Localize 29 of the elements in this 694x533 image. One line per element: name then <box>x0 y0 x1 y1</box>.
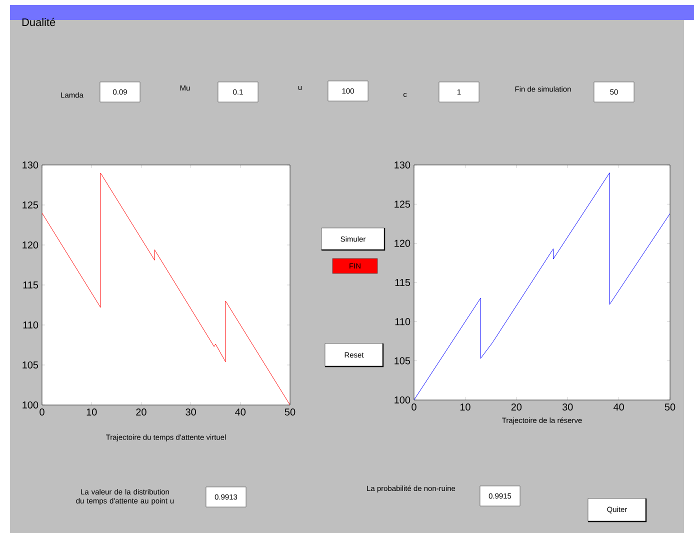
y-tick-label: 105 <box>22 361 38 369</box>
x-tick-label: 30 <box>562 404 573 411</box>
y-tick-label: 120 <box>394 240 410 247</box>
y-tick-label: 130 <box>22 161 38 169</box>
x-tick-label: 10 <box>460 404 470 411</box>
x-tick-label: 30 <box>186 408 196 416</box>
y-tick-label: 105 <box>394 357 410 364</box>
x-tick-label: 20 <box>511 404 522 411</box>
line-series <box>42 172 290 405</box>
y-tick-label: 125 <box>22 201 38 209</box>
y-tick-label: 110 <box>23 321 38 329</box>
x-tick-label: 50 <box>284 408 296 416</box>
y-tick-label: 100 <box>22 401 38 409</box>
x-tick-label: 0 <box>412 404 416 411</box>
text: Dualité <box>22 18 56 26</box>
x-tick-label: 0 <box>40 408 44 416</box>
y-tick-label: 115 <box>395 279 410 286</box>
y-tick-label: 120 <box>22 241 38 249</box>
x-tick-label: 40 <box>235 408 246 416</box>
x-tick-label: 10 <box>86 408 97 416</box>
y-tick-label: 110 <box>395 318 410 326</box>
y-tick-label: 115 <box>23 282 38 288</box>
y-tick-label: 130 <box>394 161 410 169</box>
y-tick-label: 125 <box>394 200 410 208</box>
x-tick-label: 40 <box>614 404 624 411</box>
line-series <box>414 172 670 400</box>
y-tick-label: 100 <box>394 396 410 404</box>
x-tick-label: 50 <box>664 404 676 411</box>
x-tick-label: 20 <box>136 408 146 416</box>
